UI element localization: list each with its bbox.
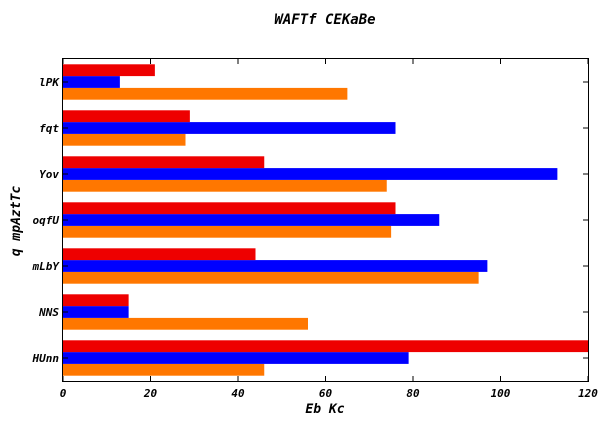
x-tick-label: 0 (60, 387, 67, 400)
x-tick-label: 100 (491, 387, 511, 400)
y-tick-label: lPK (39, 76, 60, 89)
bar-Yov-series-0 (63, 179, 387, 192)
bar-HUnn-series-2 (63, 340, 588, 353)
x-tick-label: 20 (143, 387, 158, 400)
bar-Yov-series-1 (63, 168, 558, 180)
bar-mLbY-series-0 (63, 271, 479, 284)
bar-HUnn-series-1 (63, 352, 409, 364)
bar-lPK-series-2 (63, 64, 155, 77)
bar-Yov-series-2 (63, 156, 265, 169)
bar-fqt-series-1 (63, 122, 396, 134)
bar-oqfU-series-2 (63, 202, 396, 215)
bar-fqt-series-0 (63, 133, 186, 146)
bar-lPK-series-0 (63, 87, 348, 100)
chart-title: WAFTf CEKaBe (274, 12, 375, 28)
y-tick-label: oqfU (33, 214, 60, 227)
bar-mLbY-series-1 (63, 260, 488, 272)
bar-mLbY-series-2 (63, 248, 256, 261)
y-axis-label: q mpAztTc (9, 186, 24, 257)
bar-lPK-series-1 (63, 76, 120, 88)
x-axis-label: Eb Kc (305, 402, 344, 417)
y-tick-label: NNS (38, 306, 59, 319)
bar-NNS-series-2 (63, 294, 129, 307)
x-tick-label: 120 (578, 387, 598, 400)
bar-oqfU-series-0 (63, 225, 392, 238)
bar-NNS-series-0 (63, 317, 308, 330)
plot-area: HUnn NNS mLbY oqfU Yov fqt lPK 0 20 40 60 80 100 120 (32, 59, 598, 400)
bar-HUnn-series-0 (63, 363, 265, 376)
plot-frame (62, 58, 589, 382)
bar-NNS-series-1 (63, 306, 129, 318)
y-tick-label: fqt (39, 122, 59, 135)
bar-oqfU-series-1 (63, 214, 440, 226)
x-tick-label: 80 (406, 387, 420, 400)
bar-fqt-series-2 (63, 110, 190, 123)
x-tick-label: 60 (319, 387, 333, 400)
y-tick-label: mLbY (32, 260, 61, 273)
x-tick-label: 40 (231, 387, 245, 400)
y-tick-label: HUnn (32, 352, 60, 365)
y-tick-label: Yov (39, 168, 59, 181)
